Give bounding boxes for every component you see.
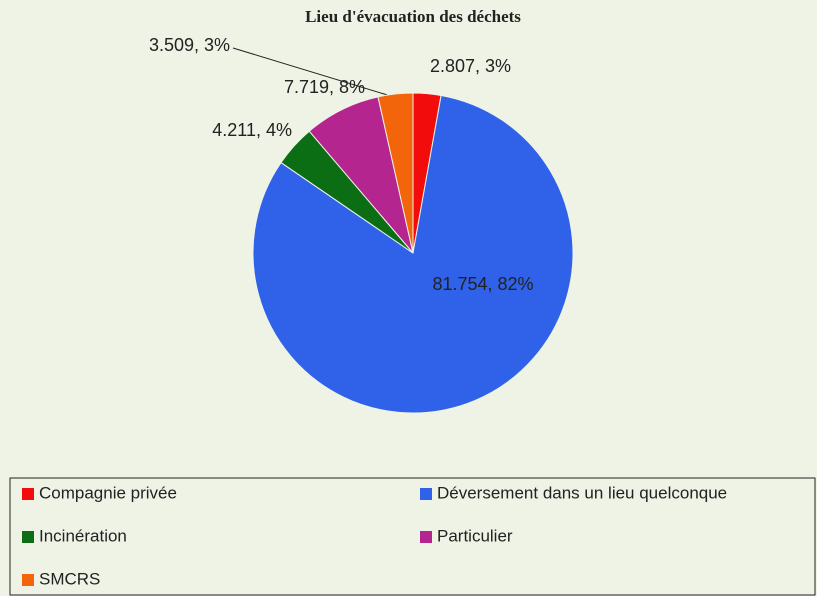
legend-swatch — [420, 488, 432, 500]
legend-label: Déversement dans un lieu quelconque — [437, 483, 727, 502]
pie-slice — [252, 94, 574, 414]
data-label: 2.807, 3% — [430, 56, 511, 76]
data-label: 3.509, 3% — [149, 35, 230, 55]
legend-swatch — [22, 488, 34, 500]
legend-swatch — [22, 574, 34, 586]
leader-line — [232, 47, 395, 98]
legend-label: Compagnie privée — [39, 483, 177, 502]
chart-title: Lieu d'évacuation des déchets — [305, 7, 521, 26]
data-label: 81.754, 82% — [432, 274, 533, 294]
data-label: 4.211, 4% — [212, 120, 292, 140]
legend-label: SMCRS — [39, 569, 100, 588]
legend-swatch — [420, 531, 432, 543]
legend-label: Particulier — [437, 526, 513, 545]
data-label: 7.719, 8% — [284, 77, 365, 97]
legend-swatch — [22, 531, 34, 543]
legend-box — [9, 477, 816, 596]
pie-slice — [377, 92, 414, 254]
legend-label: Incinération — [39, 526, 127, 545]
